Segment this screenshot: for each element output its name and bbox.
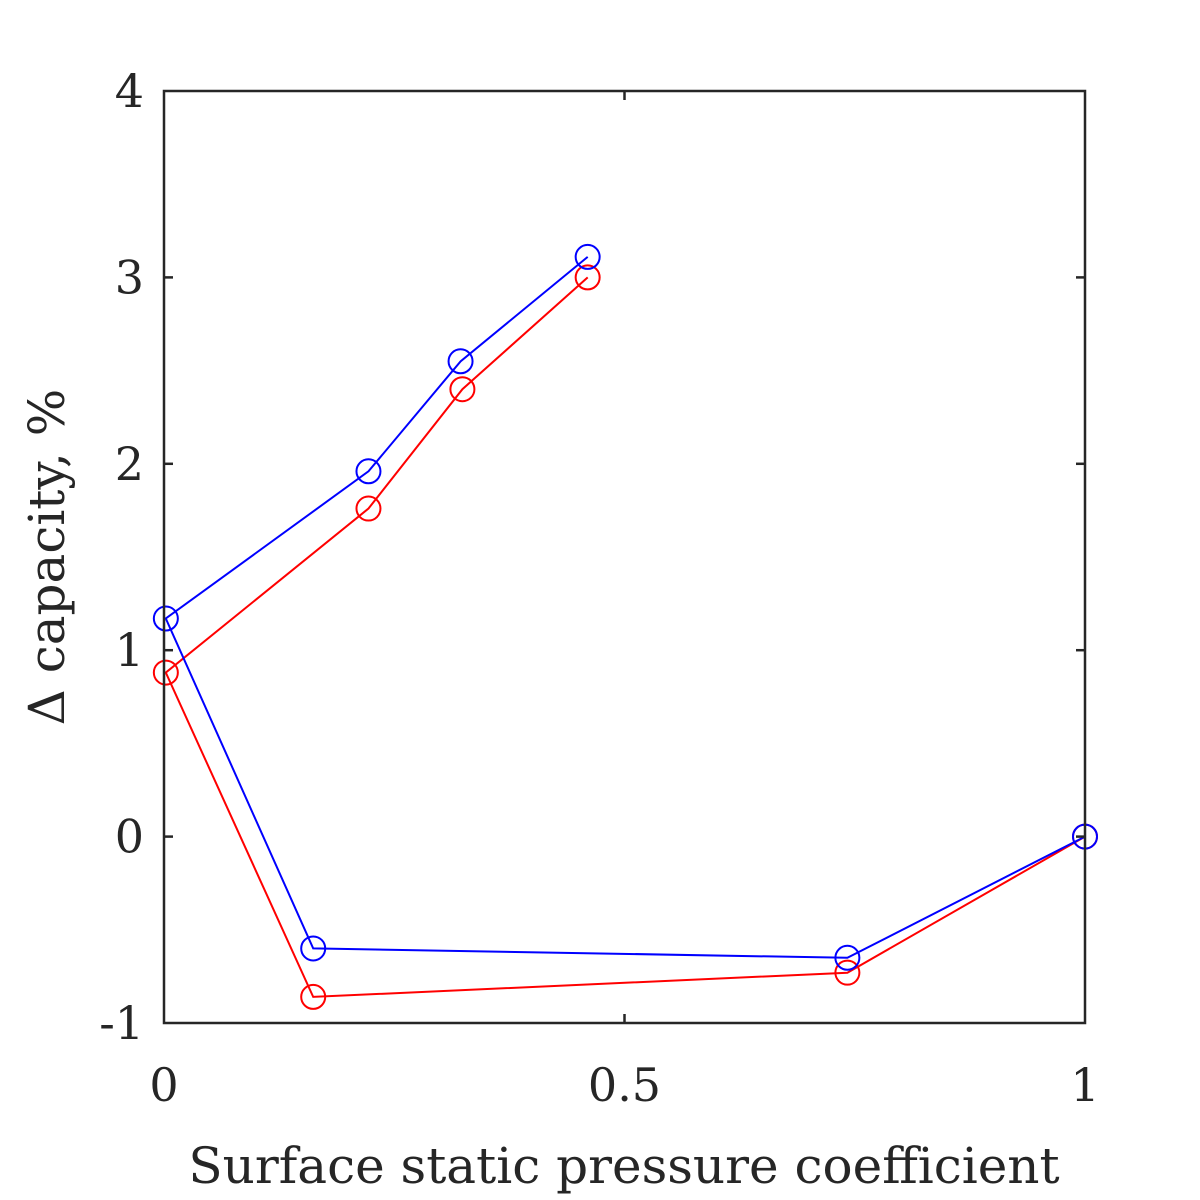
series-layer	[152, 243, 1098, 1010]
plot-background	[164, 91, 1085, 1023]
y-tick-label: 3	[115, 250, 144, 304]
plot-frame	[162, 89, 1087, 1025]
y-tick-label: 0	[115, 810, 144, 864]
data-point-blue	[574, 243, 601, 270]
data-point-red	[300, 983, 327, 1010]
series-line-blue	[164, 256, 1086, 959]
y-tick-label: 1	[115, 623, 144, 677]
data-point-red	[152, 659, 179, 686]
data-point-red	[449, 376, 476, 403]
x-axis-label: Surface static pressure coefficient	[188, 1137, 1059, 1195]
data-point-red	[574, 264, 601, 291]
data-point-blue	[152, 605, 179, 632]
x-tick-label: 1	[1070, 1058, 1099, 1112]
data-point-blue	[300, 935, 327, 962]
x-tick-label: 0	[149, 1058, 178, 1112]
y-tick-label: 2	[115, 437, 144, 491]
data-point-blue	[355, 458, 382, 485]
data-point-blue	[834, 944, 861, 971]
data-point-red	[834, 959, 861, 986]
x-tick-label: 0.5	[588, 1058, 661, 1112]
data-point-blue	[447, 348, 474, 375]
tick-layer	[164, 91, 1085, 1023]
data-point-red	[355, 495, 382, 522]
y-tick-label: -1	[99, 996, 144, 1050]
y-tick-label: 4	[115, 64, 144, 118]
series-line-red	[164, 276, 1086, 998]
y-axis-label: Δ capacity, %	[18, 389, 76, 726]
